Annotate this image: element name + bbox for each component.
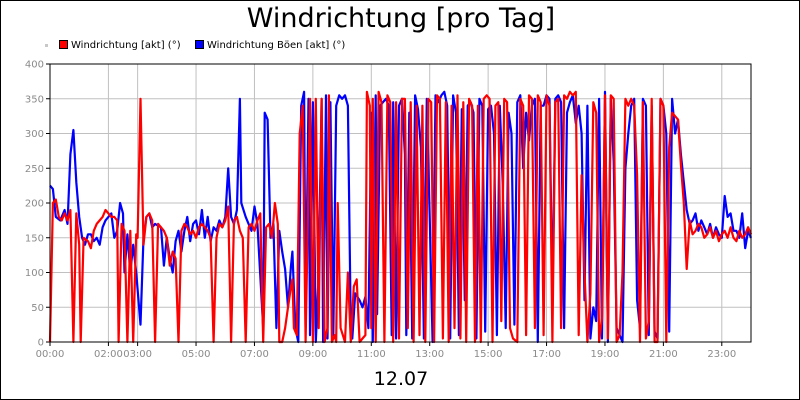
x-tick-label: 09:00 [298,349,327,360]
legend-item-windrichtung: Windrichtung [akt] (°) [59,40,181,51]
x-tick-label: 13:00 [415,349,444,360]
x-tick-label: 00:00 [36,349,65,360]
legend-label-windrichtung: Windrichtung [akt] (°) [71,40,181,51]
legend-marker-dot [45,44,48,47]
x-axis-title: 12.07 [373,368,429,390]
y-tick-label: 0 [38,338,44,349]
x-tick-label: 23:00 [707,349,736,360]
y-tick-label: 350 [25,94,44,105]
x-tick-label: 03:00 [123,349,152,360]
plot-border [49,63,752,343]
y-tick-label: 50 [31,303,44,314]
x-tick-label: 15:00 [474,349,503,360]
x-tick-label: 07:00 [240,349,269,360]
x-tick-label: 11:00 [357,349,386,360]
y-tick-label: 200 [25,199,44,210]
series-line-1 [48,90,753,344]
legend-item-windrichtung-boeen: Windrichtung Böen [akt] (°) [195,40,345,51]
chart-title: Windrichtung [pro Tag] [246,3,556,34]
y-tick-label: 300 [25,129,44,140]
y-tick-label: 150 [25,233,44,244]
legend-label-windrichtung-boeen: Windrichtung Böen [akt] (°) [207,40,346,51]
x-tick-label: 17:00 [532,349,561,360]
x-tick-label: 19:00 [591,349,620,360]
x-tick-label: 02:00 [94,349,123,360]
y-tick-label: 400 [25,60,44,71]
legend-swatch-red [59,40,68,49]
y-tick-label: 100 [25,268,44,279]
x-tick-label: 05:00 [182,349,211,360]
legend-swatch-blue [195,40,204,49]
x-tick-label: 21:00 [649,349,678,360]
y-tick-label: 250 [25,164,44,175]
